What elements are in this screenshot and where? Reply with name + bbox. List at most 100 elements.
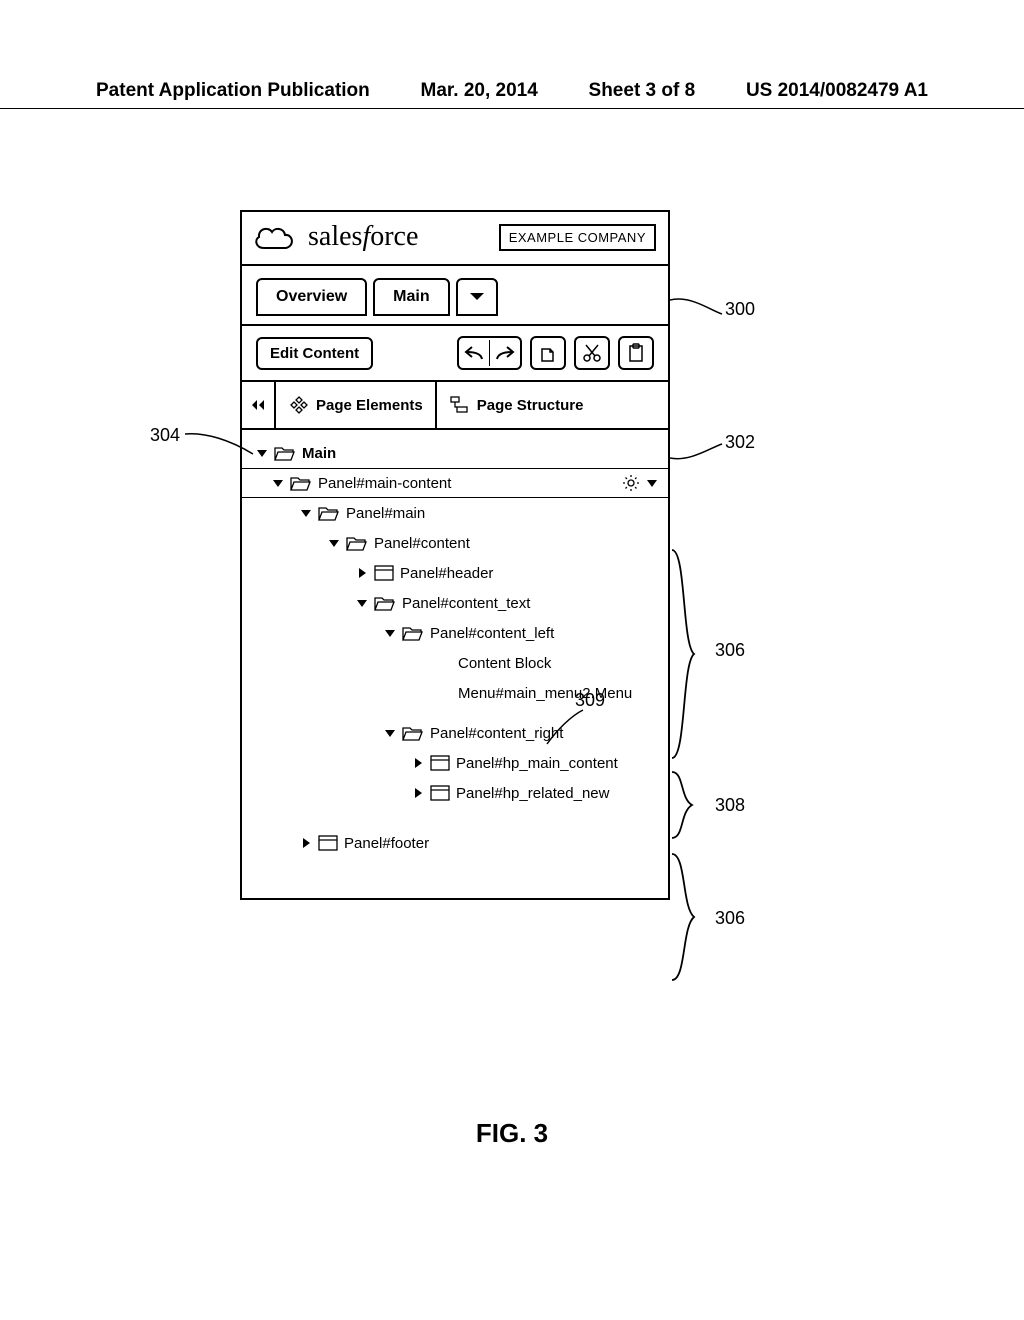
components-icon [288,394,310,416]
page-structure-label: Page Structure [477,397,584,414]
tab-dropdown[interactable] [456,278,498,316]
collapse-panel-button[interactable] [242,382,276,428]
triangle-down-icon [256,447,268,459]
tree-node-panel-footer[interactable]: Panel#footer [242,828,668,858]
paste-button[interactable] [618,336,654,370]
scissors-icon [582,343,602,363]
tree-node-panel-content-right[interactable]: Panel#content_right [242,718,668,748]
publication-left: Patent Application Publication [96,80,370,102]
tree-label: Panel#hp_main_content [456,755,618,772]
copy-button[interactable] [530,336,566,370]
chevron-down-icon [469,292,485,302]
triangle-down-icon [328,537,340,549]
tree-label: Main [302,445,336,462]
app-titlebar: salesforce EXAMPLE COMPANY [242,212,668,266]
triangle-right-icon [412,787,424,799]
folder-open-icon [402,725,424,741]
tree-node-panel-header[interactable]: Panel#header [242,558,668,588]
tab-page-elements[interactable]: Page Elements [276,382,437,428]
redo-button[interactable] [490,338,520,368]
structure-icon [449,395,471,415]
publication-date: Mar. 20, 2014 [421,80,538,102]
triangle-down-icon [384,727,396,739]
edit-content-label: Edit Content [270,345,359,362]
panel-icon [374,565,394,581]
folder-open-icon [318,505,340,521]
callout-leader [670,440,730,470]
tab-page-structure[interactable]: Page Structure [437,382,596,428]
undo-redo-group [457,336,523,370]
folder-open-icon [374,595,396,611]
tree-node-panel-main[interactable]: Panel#main [242,498,668,528]
figure-caption: FIG. 3 [0,1118,1024,1149]
double-chevron-left-icon [250,399,266,411]
tree-label: Content Block [458,655,551,672]
gear-icon[interactable] [622,474,640,492]
triangle-down-icon [272,477,284,489]
undo-icon [464,345,484,361]
tree-label: Panel#main [346,505,425,522]
tree-node-panel-content-left[interactable]: Panel#content_left [242,618,668,648]
callout-brace [672,548,702,760]
clipboard-icon [628,343,644,363]
triangle-right-icon [412,757,424,769]
undo-button[interactable] [459,338,489,368]
triangle-down-icon [300,507,312,519]
brand-prefix: sales [308,221,362,252]
brand-label: salesforce [308,221,418,253]
triangle-down-icon[interactable] [646,477,658,489]
structure-tree: Main Panel#main-content Panel#main Panel… [242,430,668,898]
company-label: EXAMPLE COMPANY [499,224,656,251]
callout-leader [545,708,590,748]
app-window: salesforce EXAMPLE COMPANY Overview Main… [240,210,670,900]
panel-switch-row: Page Elements Page Structure [242,382,668,430]
tree-label: Panel#main-content [318,475,451,492]
panel-icon [430,785,450,801]
tree-node-panel-content[interactable]: Panel#content [242,528,668,558]
tree-node-main[interactable]: Main [242,438,668,468]
folder-open-icon [274,445,296,461]
triangle-down-icon [384,627,396,639]
triangle-right-icon [300,837,312,849]
folder-open-icon [346,535,368,551]
page-elements-label: Page Elements [316,397,423,414]
panel-icon [430,755,450,771]
publication-number: US 2014/0082479 A1 [746,80,928,102]
tree-label: Panel#footer [344,835,429,852]
tree-label: Panel#header [400,565,493,582]
tree-label: Panel#content_left [430,625,554,642]
copy-icon [539,343,557,363]
tree-label: Panel#content_right [430,725,563,742]
callout-306-upper: 306 [715,640,745,661]
callout-leader [185,430,255,460]
toolbar-row: Edit Content [242,326,668,382]
tree-label: Panel#hp_related_new [456,785,609,802]
tabs-row: Overview Main [242,266,668,326]
tree-node-panel-hp-related[interactable]: Panel#hp_related_new [242,778,668,808]
edit-content-button[interactable]: Edit Content [256,337,373,370]
tree-label: Panel#content [374,535,470,552]
brand-suffix: orce [370,221,418,252]
triangle-right-icon [356,567,368,579]
tab-overview[interactable]: Overview [256,278,367,316]
tree-node-panel-main-content[interactable]: Panel#main-content [242,468,668,498]
triangle-down-icon [356,597,368,609]
callout-306-lower: 306 [715,908,745,929]
folder-open-icon [402,625,424,641]
cut-button[interactable] [574,336,610,370]
tab-main[interactable]: Main [373,278,449,316]
callout-brace [672,770,700,840]
callout-leader [670,290,730,330]
callout-brace [672,852,702,982]
redo-icon [495,345,515,361]
tree-node-panel-hp-main[interactable]: Panel#hp_main_content [242,748,668,778]
panel-icon [318,835,338,851]
callout-304: 304 [150,425,180,446]
tree-node-panel-content-text[interactable]: Panel#content_text [242,588,668,618]
folder-open-icon [290,475,312,491]
tree-node-content-block[interactable]: Content Block [242,648,668,678]
tree-label: Panel#content_text [402,595,530,612]
callout-308: 308 [715,795,745,816]
cloud-icon [250,220,298,254]
tree-label: Menu#main_menu2.Menu [458,685,632,702]
